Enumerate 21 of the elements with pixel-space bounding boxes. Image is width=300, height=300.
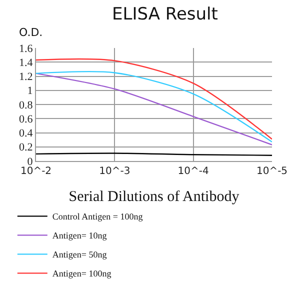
y-tick-label: 1.4 — [19, 56, 34, 69]
y-tick-label: 1 — [27, 85, 33, 98]
y-tick-label: 0.4 — [19, 128, 34, 140]
line-series — [36, 58, 272, 140]
legend-label: Antigen= 10ng — [52, 230, 108, 241]
x-tick-label: 10^-4 — [178, 166, 209, 177]
x-tick-label: 10^-3 — [99, 166, 130, 177]
y-axis-title: O.D. — [19, 26, 43, 39]
chart-title: ELISA Result — [112, 4, 218, 24]
legend-label: Control Antigen = 100ng — [52, 212, 144, 222]
legend-label: Antigen= 50ng — [52, 250, 108, 260]
y-tick-label: 1.2 — [19, 71, 33, 84]
y-tick-label: 1.6 — [19, 42, 34, 55]
legend-label: Antigen= 100ng — [52, 268, 112, 279]
x-tick-label: 10^-5 — [256, 166, 288, 177]
y-tick-label: 0.2 — [19, 142, 33, 154]
x-tick-label: 10^-2 — [20, 166, 52, 177]
y-tick-label: 0.6 — [19, 113, 34, 126]
y-tick-label: 0 — [27, 156, 34, 168]
y-tick-label: 0.8 — [19, 99, 34, 112]
x-axis-title: Serial Dilutions of Antibody — [68, 189, 240, 205]
